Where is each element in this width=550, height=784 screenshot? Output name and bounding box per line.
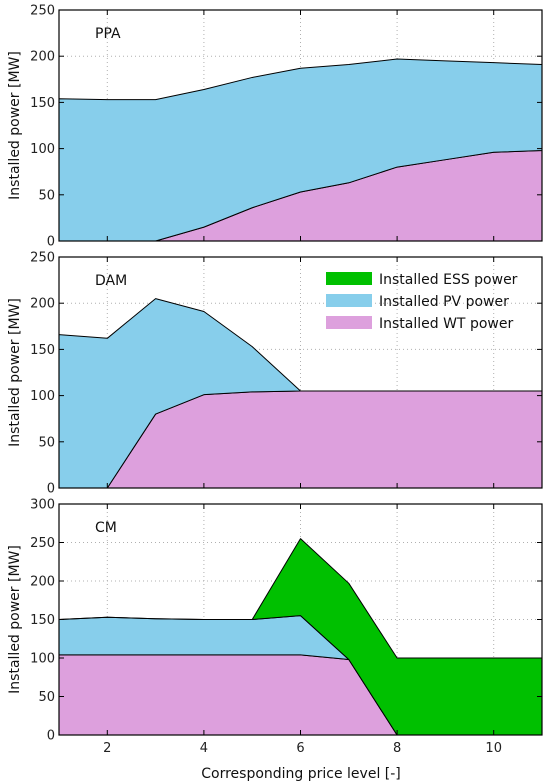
y-tick-label: 100 <box>30 142 55 157</box>
y-tick-label: 150 <box>30 96 55 111</box>
y-tick-label: 0 <box>47 729 55 744</box>
x-tick-label: 6 <box>296 741 304 756</box>
y-tick-label: 300 <box>30 498 55 513</box>
y-tick-label: 200 <box>30 575 55 590</box>
y-axis-label: Installed power [MW] <box>7 298 23 447</box>
y-tick-label: 150 <box>30 343 55 358</box>
x-axis-label: Corresponding price level [-] <box>201 766 401 782</box>
panel-ppa: 0 50 100 150 200 250 PPA Installed power [MW] <box>7 4 543 250</box>
y-tick-label: 250 <box>30 4 55 19</box>
panel-dam: 0 50 100 150 200 250 DAM Installed power [MW] <box>7 251 543 497</box>
y-tick-label: 100 <box>30 652 55 667</box>
x-tick-label: 10 <box>485 741 502 756</box>
panel-label: CM <box>95 520 117 536</box>
x-tick-label: 2 <box>103 741 111 756</box>
chart-legend: Installed ESS power Installed PV power Ins… <box>326 272 518 332</box>
legend-swatch-wt <box>326 316 372 329</box>
y-tick-label: 50 <box>38 188 55 203</box>
y-tick-label: 200 <box>30 50 55 65</box>
y-tick-label: 200 <box>30 297 55 312</box>
legend-swatch-ess <box>326 272 372 285</box>
y-tick-label: 250 <box>30 536 55 551</box>
legend-label-pv: Installed PV power <box>379 294 509 310</box>
panel-label: DAM <box>95 273 127 289</box>
x-tick-label: 4 <box>200 741 208 756</box>
y-tick-label: 0 <box>47 482 55 497</box>
legend-swatch-pv <box>326 294 372 307</box>
panel-label: PPA <box>95 26 121 42</box>
y-axis-label: Installed power [MW] <box>7 51 23 200</box>
y-tick-label: 100 <box>30 389 55 404</box>
y-tick-label: 50 <box>38 435 55 450</box>
y-tick-label: 250 <box>30 251 55 266</box>
x-tick-label: 8 <box>393 741 401 756</box>
panel-cm: 0 50 100 150 200 250 300 2 4 6 8 10 CM Installed powe… <box>7 498 543 756</box>
y-tick-label: 50 <box>38 690 55 705</box>
legend-label-ess: Installed ESS power <box>379 272 518 288</box>
y-tick-label: 150 <box>30 613 55 628</box>
y-axis-label: Installed power [MW] <box>7 545 23 694</box>
legend-label-wt: Installed WT power <box>379 316 513 332</box>
y-tick-label: 0 <box>47 235 55 250</box>
area-pv-dam <box>58 298 543 489</box>
